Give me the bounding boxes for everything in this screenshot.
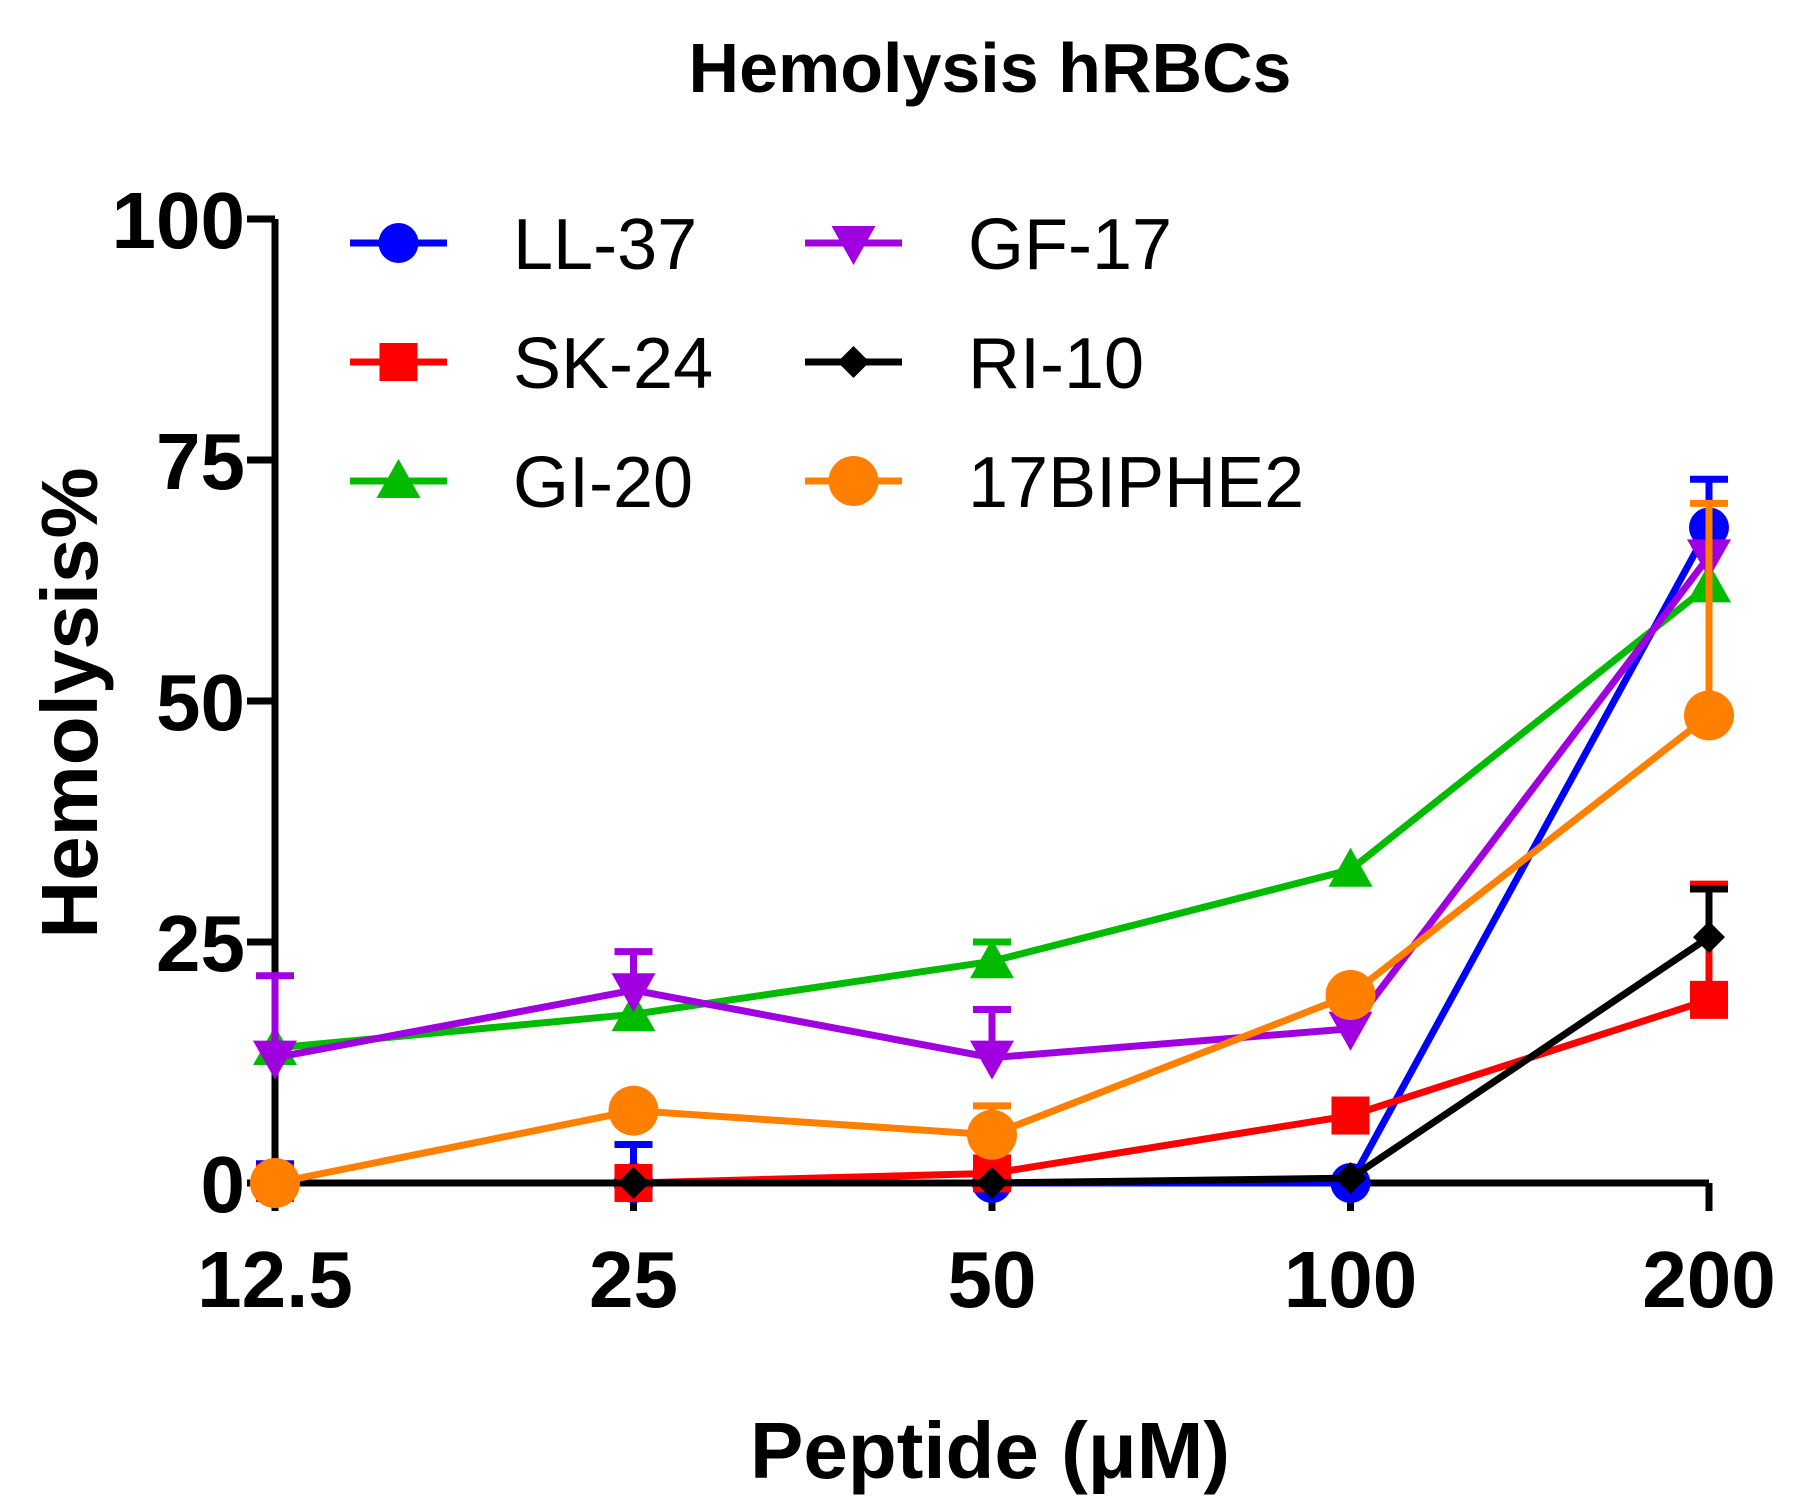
legend-item-sk-24: SK-24: [350, 324, 713, 404]
legend-item-17biphe2: 17BIPHE2: [805, 443, 1304, 523]
series-line: [274, 554, 1712, 1062]
x-tick-label: 50: [948, 1235, 1037, 1324]
legend-item-gf-17: GF-17: [805, 205, 1172, 285]
data-point: [1693, 921, 1725, 954]
legend-label: SK-24: [513, 324, 713, 404]
data-point: [250, 1158, 300, 1208]
legend-label: LL-37: [513, 205, 697, 285]
data-point: [253, 1040, 297, 1080]
data-point: [617, 1167, 650, 1199]
legend-label: GF-17: [968, 205, 1172, 285]
series-line: [274, 582, 1712, 1052]
series-layer: [250, 475, 1734, 1208]
data-point: [976, 1167, 1008, 1199]
x-tick-label: 100: [1284, 1235, 1417, 1324]
series-gf-17: [253, 539, 1731, 1080]
legend-label: GI-20: [513, 443, 693, 523]
legend-marker: [831, 226, 876, 265]
y-tick-label: 0: [201, 1140, 246, 1229]
series-ri-10: [259, 885, 1728, 1199]
legend-marker: [837, 346, 870, 378]
axes: 0 25 50 75 100 12.5 25 50 100 200: [112, 176, 1776, 1324]
legend-item-ll-37: LL-37: [350, 205, 697, 285]
x-axis-label: Peptide (μM): [750, 1406, 1230, 1495]
series-17biphe2: [250, 499, 1734, 1208]
data-point: [1325, 970, 1376, 1021]
y-tick-label: 50: [156, 658, 245, 747]
data-point: [1684, 690, 1734, 741]
data-point: [970, 1040, 1014, 1080]
y-tick-label: 100: [112, 176, 245, 265]
legend-marker: [379, 343, 418, 381]
data-point: [1331, 1096, 1370, 1135]
legend: LL-37 SK-24 GI-20 GF-17 RI-10 17BIPHE2: [350, 205, 1304, 523]
series-ll-37: [255, 475, 1729, 1203]
y-axis-label: Hemolysis%: [25, 467, 114, 938]
data-point: [608, 1085, 659, 1136]
y-tick-label: 25: [156, 899, 245, 988]
chart-title: Hemolysis hRBCs: [689, 29, 1292, 107]
y-tick-label: 75: [156, 417, 245, 506]
legend-label: RI-10: [968, 324, 1144, 404]
x-tick-label: 12.5: [197, 1235, 353, 1324]
data-point: [611, 973, 656, 1013]
data-point: [1328, 1011, 1373, 1051]
data-point: [1328, 847, 1373, 887]
legend-item-ri-10: RI-10: [805, 324, 1144, 404]
legend-marker: [828, 456, 879, 506]
x-tick-label: 200: [1642, 1235, 1775, 1324]
legend-marker: [378, 223, 419, 263]
legend-label: 17BIPHE2: [968, 443, 1304, 523]
legend-item-gi-20: GI-20: [350, 443, 693, 523]
data-point: [970, 939, 1014, 979]
data-point: [1690, 980, 1728, 1019]
data-point: [967, 1109, 1017, 1160]
x-tick-label: 25: [589, 1235, 678, 1324]
data-point: [1334, 1162, 1367, 1195]
legend-marker: [376, 459, 421, 498]
